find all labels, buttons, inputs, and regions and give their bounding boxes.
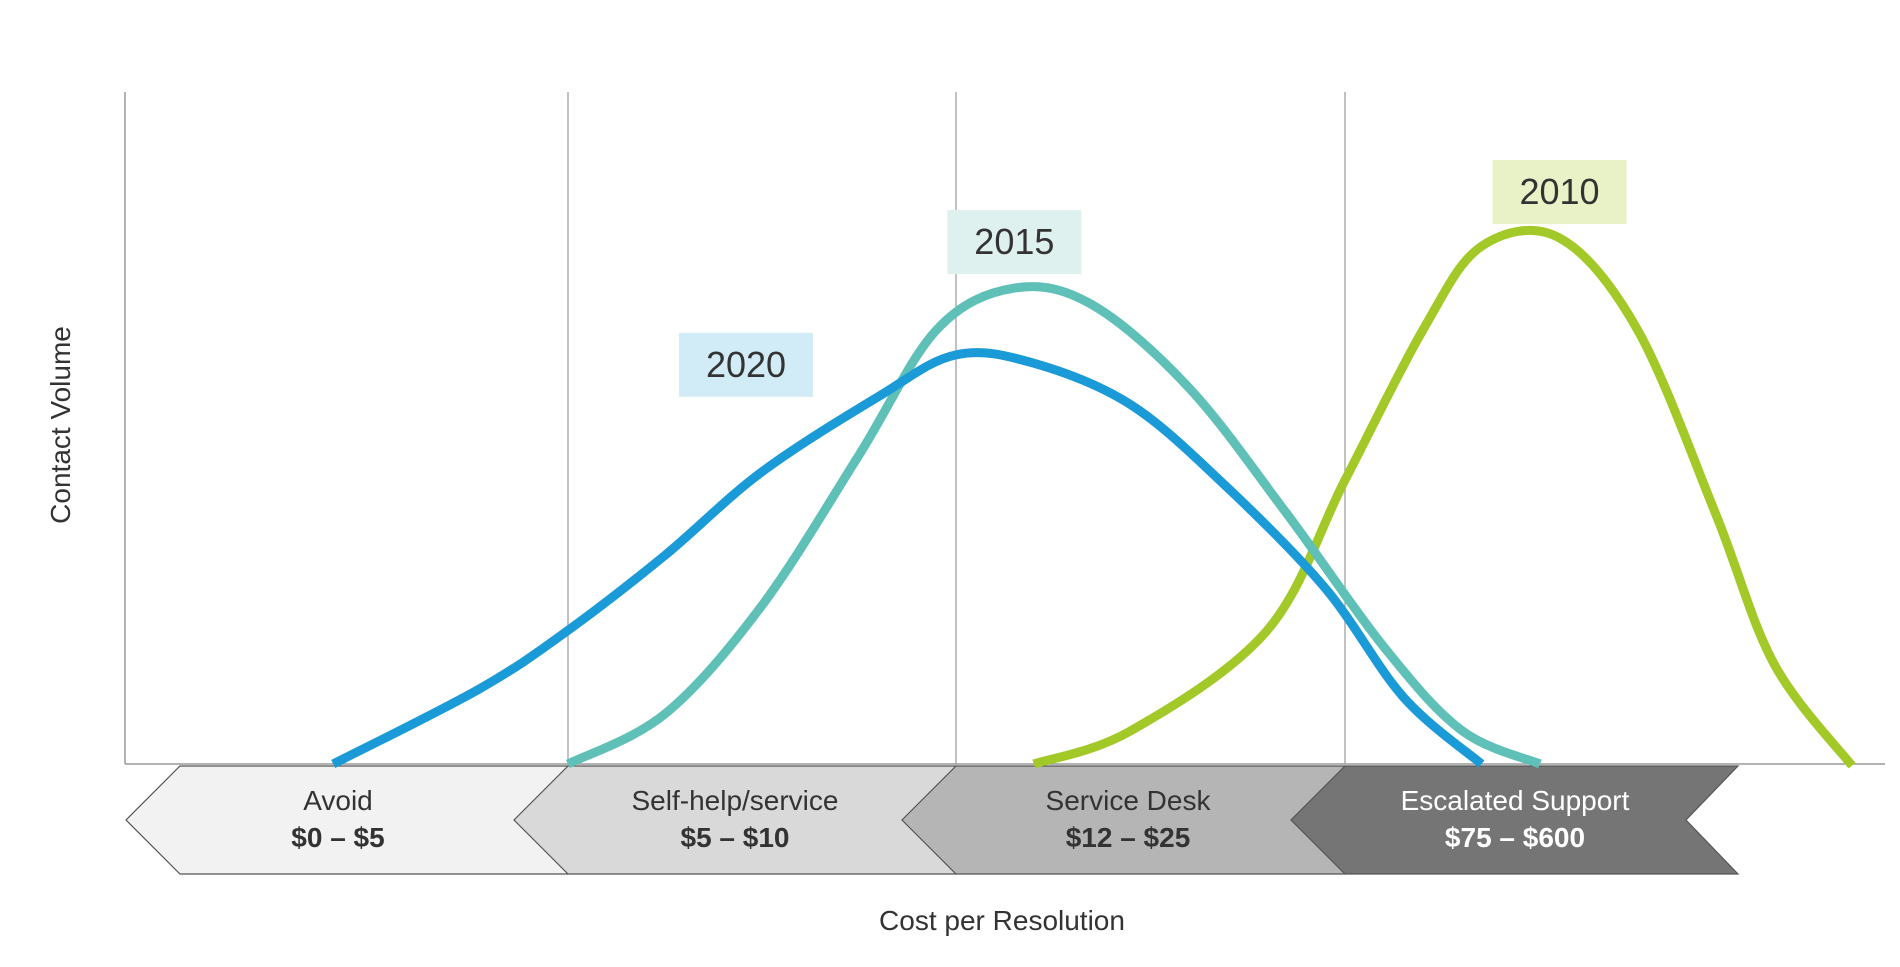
series-label-2020: 2020	[706, 344, 786, 385]
cost-tier-band	[513, 765, 957, 875]
tier-name: Avoid	[303, 785, 373, 816]
x-axis-label: Cost per Resolution	[879, 905, 1125, 936]
tier-cost-range: $0 – $5	[291, 822, 384, 853]
series-label-box	[1492, 159, 1627, 224]
y-axis-label: Contact Volume	[45, 326, 76, 524]
chart-grid	[124, 92, 1885, 765]
tier-cost-range: $12 – $25	[1066, 822, 1191, 853]
series-labels: 2010 2015 2020	[679, 159, 1627, 397]
series-line-2010	[1032, 225, 1856, 769]
series-label-2015: 2015	[974, 221, 1054, 262]
series-label-box	[679, 332, 813, 397]
cost-tier-band	[1290, 765, 1740, 875]
chart-series	[331, 225, 1856, 769]
tier-cost-range: $5 – $10	[681, 822, 790, 853]
tier-name: Service Desk	[1046, 785, 1212, 816]
tier-cost-range: $75 – $600	[1445, 822, 1585, 853]
series-line-2015	[565, 282, 1542, 769]
tier-name: Escalated Support	[1401, 785, 1630, 816]
cost-tier-bands: Avoid $0 – $5 Self-help/service $5 – $10 Ser…	[125, 765, 1740, 875]
series-line-2020	[331, 348, 1485, 769]
series-label-box	[947, 210, 1082, 275]
tier-name: Self-help/service	[632, 785, 839, 816]
series-label-2010: 2010	[1519, 171, 1599, 212]
cost-tier-band	[901, 765, 1346, 875]
cost-tier-band	[125, 765, 569, 875]
